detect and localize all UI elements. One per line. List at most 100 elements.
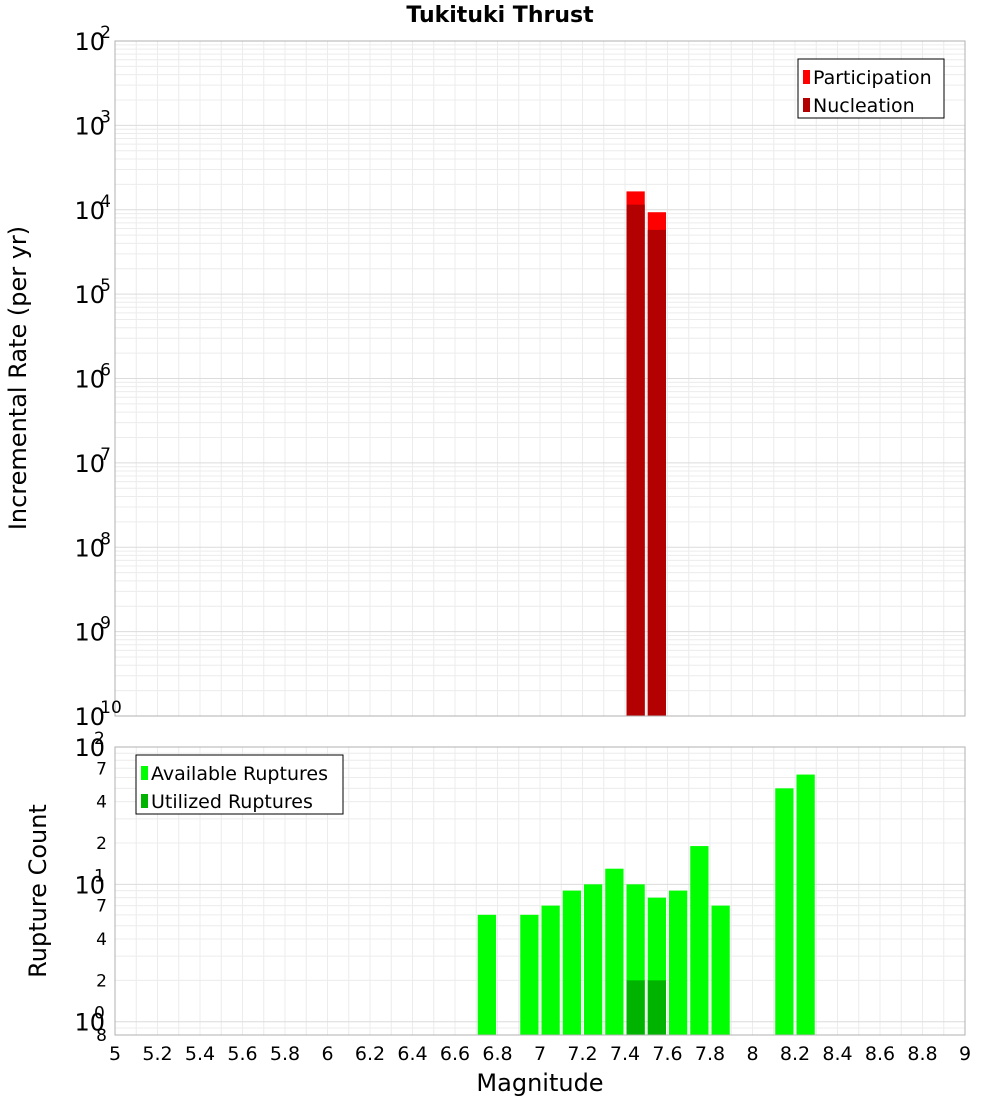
- rate-y-tick-base: 10: [74, 366, 105, 394]
- rate-y-tick-base: 10: [74, 281, 105, 309]
- count-y-minor-tick-label: 7: [96, 759, 107, 779]
- magnitude-x-tick-label: 5.4: [185, 1043, 215, 1065]
- count-bar-available-ruptures: [690, 846, 709, 1035]
- count-bar-available-ruptures: [711, 905, 730, 1035]
- rate-y-tick-exponent: -4: [94, 192, 111, 212]
- count-y-tick-exponent: 2: [94, 729, 105, 749]
- rate-legend-swatch: [803, 70, 810, 84]
- count-y-minor-tick-label: 2: [96, 834, 107, 854]
- rate-y-tick-base: 10: [74, 703, 105, 731]
- count-bar-available-ruptures: [562, 890, 581, 1035]
- count-y-axis-label: Rupture Count: [24, 804, 52, 978]
- rate-y-tick-base: 10: [74, 197, 105, 225]
- count-bar-available-ruptures: [584, 884, 603, 1035]
- magnitude-x-ticks: 5 5.2 5.4 5.6 5.8 6 6.2 6.4 6.6 6.8 7 7.2 7.4 7.6 7.8 8…: [109, 1043, 971, 1065]
- count-y-tick: 102: [74, 729, 105, 762]
- count-y-minor-tick-label: 4: [96, 793, 107, 813]
- count-bar-utilized-ruptures: [647, 980, 666, 1035]
- magnitude-x-tick-label: 5.2: [142, 1043, 172, 1065]
- magnitude-x-tick-label: 5.8: [270, 1043, 300, 1065]
- rate-y-tick: 10-2: [74, 23, 111, 56]
- count-legend-box: [135, 754, 344, 815]
- rate-y-tick: 10-10: [74, 698, 121, 731]
- count-legend-label: Available Ruptures: [151, 763, 328, 785]
- rate-y-tick-base: 10: [74, 450, 105, 478]
- magnitude-x-tick-label: 8: [746, 1043, 758, 1065]
- count-bars: [477, 774, 815, 1035]
- rate-y-tick-exponent: -9: [94, 614, 111, 634]
- rate-y-axis-label: Incremental Rate (per yr): [4, 226, 32, 530]
- rate-y-tick-exponent: -2: [94, 23, 111, 43]
- count-legend-swatch: [141, 794, 148, 808]
- magnitude-x-tick-label: 8.2: [780, 1043, 810, 1065]
- rate-y-tick-exponent: -6: [94, 361, 111, 381]
- magnitude-x-tick-label: 7: [534, 1043, 546, 1065]
- count-bar-available-ruptures: [541, 905, 560, 1035]
- magnitude-x-tick-label: 6.4: [397, 1043, 427, 1065]
- rate-y-tick: 10-7: [74, 445, 111, 478]
- count-y-tick-base: 10: [74, 734, 105, 762]
- rate-bar-nucleation: [647, 229, 666, 716]
- count-y-minor-tick-label: 2: [96, 971, 107, 991]
- rate-bar-nucleation: [626, 204, 645, 717]
- rate-legend: Participation Nucleation: [797, 58, 945, 119]
- rate-y-tick: 10-8: [74, 529, 111, 562]
- rate-y-tick: 10-6: [74, 361, 111, 394]
- chart-title: Tukituki Thrust: [406, 3, 594, 28]
- rate-bars: [626, 191, 666, 717]
- rate-legend-label: Nucleation: [813, 95, 915, 117]
- count-y-tick: 101: [74, 866, 105, 899]
- magnitude-x-tick-label: 8.4: [822, 1043, 852, 1065]
- rate-legend-label: Participation: [813, 67, 932, 89]
- magnitude-x-tick-label: 5: [109, 1043, 121, 1065]
- count-bar-utilized-ruptures: [626, 980, 645, 1035]
- count-legend-swatch: [141, 766, 148, 780]
- count-y-tick: 100: [74, 1004, 105, 1037]
- rate-y-tick-exponent: -5: [94, 276, 111, 296]
- count-bar-available-ruptures: [669, 890, 688, 1035]
- magnitude-x-tick-label: 8.6: [865, 1043, 895, 1065]
- count-y-tick-base: 10: [74, 871, 105, 899]
- rate-y-tick-base: 10: [74, 619, 105, 647]
- rate-legend-swatch: [803, 98, 810, 112]
- count-bar-available-ruptures: [775, 788, 794, 1035]
- count-y-minor-tick-label: 4: [96, 930, 107, 950]
- count-y-tick-base: 10: [74, 1009, 105, 1037]
- magnitude-x-tick-label: 7.6: [652, 1043, 682, 1065]
- count-plot-border: [114, 746, 966, 1036]
- rate-y-tick-exponent: -3: [94, 107, 111, 127]
- count-bar-available-ruptures: [520, 914, 539, 1035]
- count-bar-available-ruptures: [796, 774, 815, 1035]
- count-bar-available-ruptures: [477, 914, 496, 1035]
- magnitude-x-tick-label: 6.2: [355, 1043, 385, 1065]
- rate-legend-box: [797, 58, 945, 119]
- magnitude-x-tick-label: 5.6: [227, 1043, 257, 1065]
- rate-plot-border: [114, 40, 966, 717]
- count-legend: Available Ruptures Utilized Ruptures: [135, 754, 344, 815]
- magnitude-x-tick-label: 8.8: [907, 1043, 937, 1065]
- magnitude-x-tick-label: 6.6: [440, 1043, 470, 1065]
- rate-grid: [114, 41, 966, 717]
- magnitude-x-tick-label: 6.8: [482, 1043, 512, 1065]
- rate-y-tick-base: 10: [74, 28, 105, 56]
- count-y-tick-exponent: 1: [94, 866, 105, 886]
- x-axis-label: Magnitude: [476, 1069, 603, 1097]
- magnitude-x-tick-label: 7.4: [610, 1043, 640, 1065]
- count-y-minor-tick-label: 8: [96, 1026, 107, 1046]
- magnitude-x-tick-label: 7.2: [567, 1043, 597, 1065]
- rate-y-tick-base: 10: [74, 534, 105, 562]
- rate-y-tick: 10-5: [74, 276, 111, 309]
- count-y-tick-exponent: 0: [94, 1004, 105, 1024]
- count-legend-label: Utilized Ruptures: [151, 791, 313, 813]
- rate-y-tick-exponent: -7: [94, 445, 111, 465]
- rate-y-tick-base: 10: [74, 112, 105, 140]
- count-y-minor-tick-label: 7: [96, 897, 107, 917]
- rate-y-tick-exponent: -10: [94, 698, 122, 718]
- rate-y-tick: 10-4: [74, 192, 111, 225]
- magnitude-x-tick-label: 6: [321, 1043, 333, 1065]
